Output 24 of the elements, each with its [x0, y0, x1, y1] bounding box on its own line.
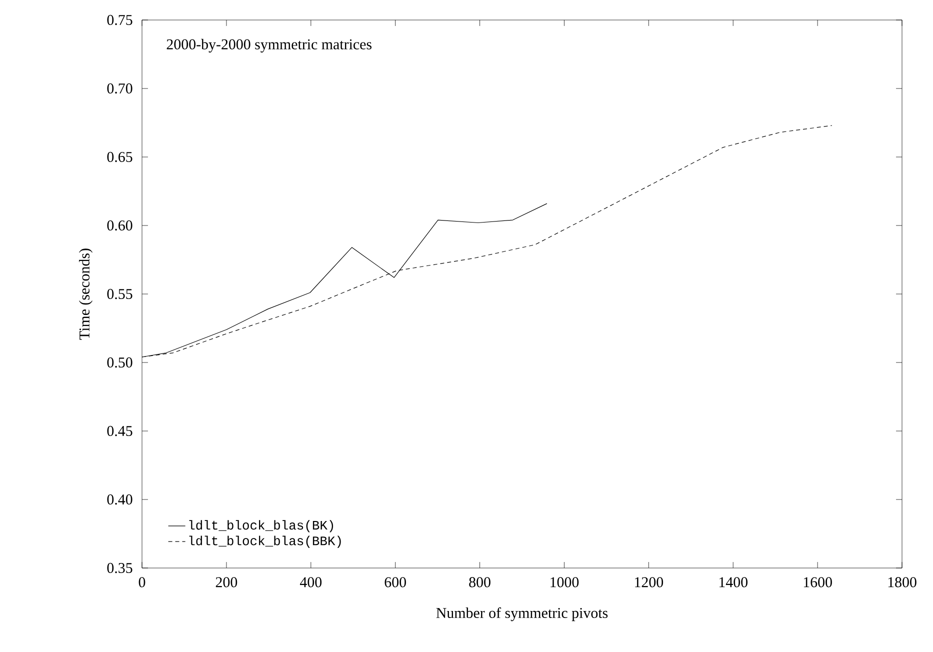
- y-axis-title: Time (seconds): [78, 248, 93, 340]
- y-tick-label: 0.50: [107, 357, 132, 368]
- x-tick-label: 200: [216, 577, 238, 588]
- y-tick-label: 0.70: [107, 83, 132, 94]
- x-tick-label: 1800: [888, 577, 916, 588]
- annotation: 2000-by-2000 symmetric matrices: [166, 38, 372, 52]
- y-tick-label: 0.35: [107, 562, 132, 574]
- x-axis-title: Number of symmetric pivots: [436, 607, 608, 622]
- x-tick-label: 0: [138, 577, 146, 588]
- legend-label: ldlt_block_blas(BK): [189, 520, 334, 532]
- y-tick-label: 0.55: [107, 288, 132, 300]
- x-tick-label: 1000: [550, 577, 579, 588]
- x-tick-label: 1400: [719, 577, 748, 588]
- y-tick-label: 0.45: [107, 426, 132, 436]
- x-tick-label: 400: [300, 577, 322, 588]
- x-tick-label: 1200: [635, 577, 664, 588]
- y-tick-label: 0.65: [107, 152, 132, 162]
- x-tick-label: 600: [384, 577, 406, 588]
- legend-label: ldlt_block_blas(BBK): [189, 536, 341, 548]
- x-tick-label: 800: [469, 577, 490, 588]
- y-tick-label: 0.40: [107, 494, 132, 505]
- x-tick-label: 1600: [804, 577, 832, 588]
- y-tick-label: 0.75: [107, 14, 132, 26]
- y-tick-label: 0.60: [107, 220, 132, 231]
